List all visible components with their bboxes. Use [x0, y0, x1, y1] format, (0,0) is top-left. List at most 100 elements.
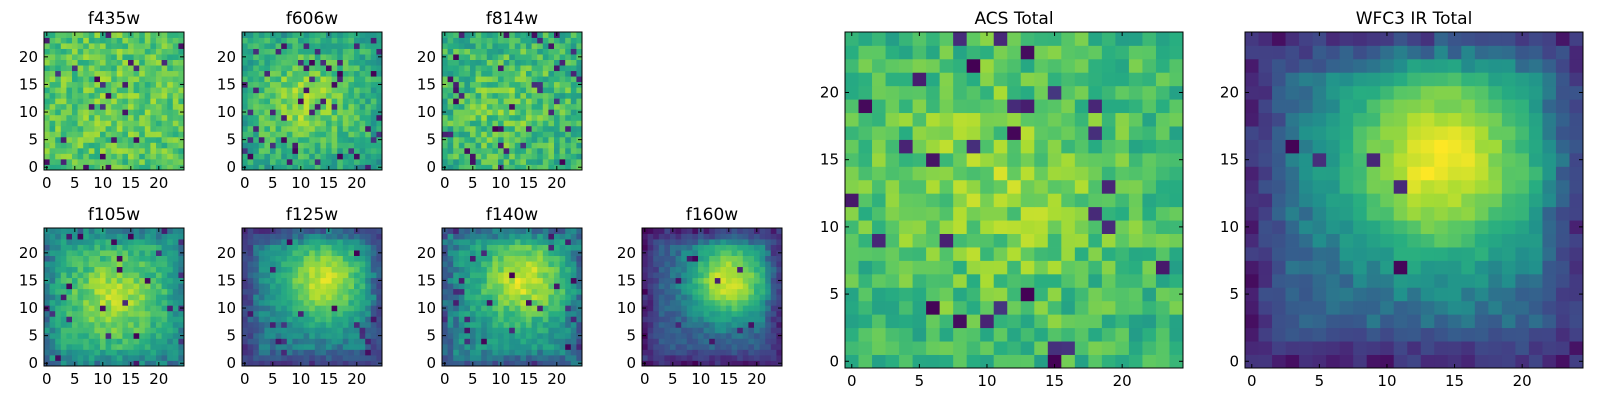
heatmap-cell — [559, 283, 566, 290]
heatmap-cell — [326, 310, 332, 317]
heatmap-cell — [675, 266, 682, 273]
heatmap-cell — [44, 65, 50, 72]
heatmap-cell — [759, 261, 766, 268]
heatmap-cell — [281, 343, 288, 350]
heatmap-cell — [475, 250, 482, 256]
heatmap-cell — [348, 316, 355, 323]
heatmap-cell — [292, 327, 299, 334]
heatmap-cell — [161, 250, 168, 256]
heatmap-cell — [765, 261, 772, 268]
heatmap-cell — [498, 283, 504, 290]
heatmap-cell — [253, 310, 260, 317]
heatmap-cell — [453, 294, 460, 301]
heatmap-cell — [475, 261, 482, 268]
heatmap-cell — [144, 32, 151, 38]
heatmap-cell — [845, 233, 859, 248]
heatmap-cell — [537, 32, 544, 38]
heatmap-cell — [77, 103, 84, 110]
heatmap-cell — [100, 338, 106, 345]
heatmap-cell — [1034, 300, 1049, 315]
heatmap-cell — [247, 277, 254, 284]
heatmap-cell — [520, 250, 527, 256]
heatmap-cell — [481, 114, 488, 121]
heatmap-cell — [264, 250, 271, 256]
heatmap-cell — [303, 125, 310, 132]
heatmap-cell — [503, 81, 510, 88]
heatmap-cell — [1074, 300, 1089, 315]
heatmap-cell — [498, 59, 504, 66]
heatmap-cell — [161, 43, 168, 49]
heatmap-cell — [481, 250, 488, 256]
heatmap-cell — [759, 305, 766, 312]
heatmap-cell — [122, 354, 129, 361]
heatmap-cell — [503, 321, 510, 328]
heatmap-cell — [509, 338, 516, 345]
heatmap-cell — [309, 338, 316, 345]
heatmap-cell — [264, 327, 271, 334]
heatmap-cell — [337, 103, 344, 110]
heatmap-cell — [514, 54, 521, 60]
heatmap-cell — [570, 87, 577, 94]
heatmap-cell — [122, 158, 129, 165]
heatmap-cell — [858, 300, 873, 315]
heatmap-cell — [264, 59, 271, 66]
heatmap-cell — [720, 338, 727, 345]
heatmap-cell — [342, 103, 349, 110]
heatmap-cell — [503, 87, 510, 94]
heatmap-cell — [286, 70, 293, 77]
heatmap-cell — [565, 43, 572, 49]
heatmap-cell — [1061, 300, 1076, 315]
heatmap-cell — [72, 261, 78, 268]
heatmap-cell — [178, 43, 185, 49]
heatmap-cell — [348, 233, 355, 240]
heatmap-cell — [570, 136, 577, 143]
heatmap-cell — [458, 103, 465, 110]
heatmap-cell — [298, 54, 304, 60]
heatmap-cell — [139, 343, 146, 350]
heatmap-cell — [509, 87, 516, 94]
heatmap-cell — [542, 343, 549, 350]
heatmap-cell — [509, 283, 516, 290]
heatmap-cell — [464, 48, 471, 55]
heatmap-cell — [314, 109, 321, 116]
heatmap-cell — [475, 266, 482, 273]
heatmap-cell — [447, 158, 454, 165]
heatmap-cell — [939, 354, 954, 369]
heatmap-cell — [531, 158, 538, 165]
heatmap-cell — [953, 260, 968, 275]
heatmap-cell — [348, 250, 355, 256]
heatmap-cell — [1088, 287, 1103, 302]
heatmap-cell — [150, 70, 157, 77]
heatmap-cell — [342, 338, 349, 345]
heatmap-cell — [565, 288, 572, 295]
heatmap-cell — [458, 294, 465, 301]
heatmap-cell — [458, 109, 465, 116]
heatmap-cell — [464, 354, 471, 361]
heatmap-cell — [83, 250, 90, 256]
heatmap-cell — [60, 131, 67, 138]
heatmap-cell — [845, 220, 859, 234]
heatmap-cell — [526, 316, 532, 323]
heatmap-cell — [681, 310, 688, 317]
heatmap-cell — [303, 343, 310, 350]
heatmap-cell — [899, 179, 913, 194]
heatmap-cell — [264, 54, 271, 60]
heatmap-cell — [139, 294, 146, 301]
heatmap-cell — [565, 338, 572, 345]
heatmap-cell — [314, 65, 321, 72]
heatmap-cell — [509, 136, 516, 143]
heatmap-cell — [44, 59, 50, 66]
heatmap-cell — [111, 316, 118, 323]
heatmap-cell — [653, 299, 660, 306]
heatmap-cell — [692, 272, 699, 279]
heatmap-cell — [442, 299, 448, 306]
heatmap-cell — [320, 360, 327, 367]
heatmap-cell — [492, 338, 499, 345]
heatmap-cell — [320, 244, 327, 251]
heatmap-cell — [354, 321, 360, 328]
heatmap-cell — [726, 255, 732, 262]
heatmap-cell — [281, 109, 288, 116]
heatmap-cell — [565, 316, 572, 323]
heatmap-cell — [116, 153, 123, 160]
heatmap-cell — [514, 114, 521, 121]
